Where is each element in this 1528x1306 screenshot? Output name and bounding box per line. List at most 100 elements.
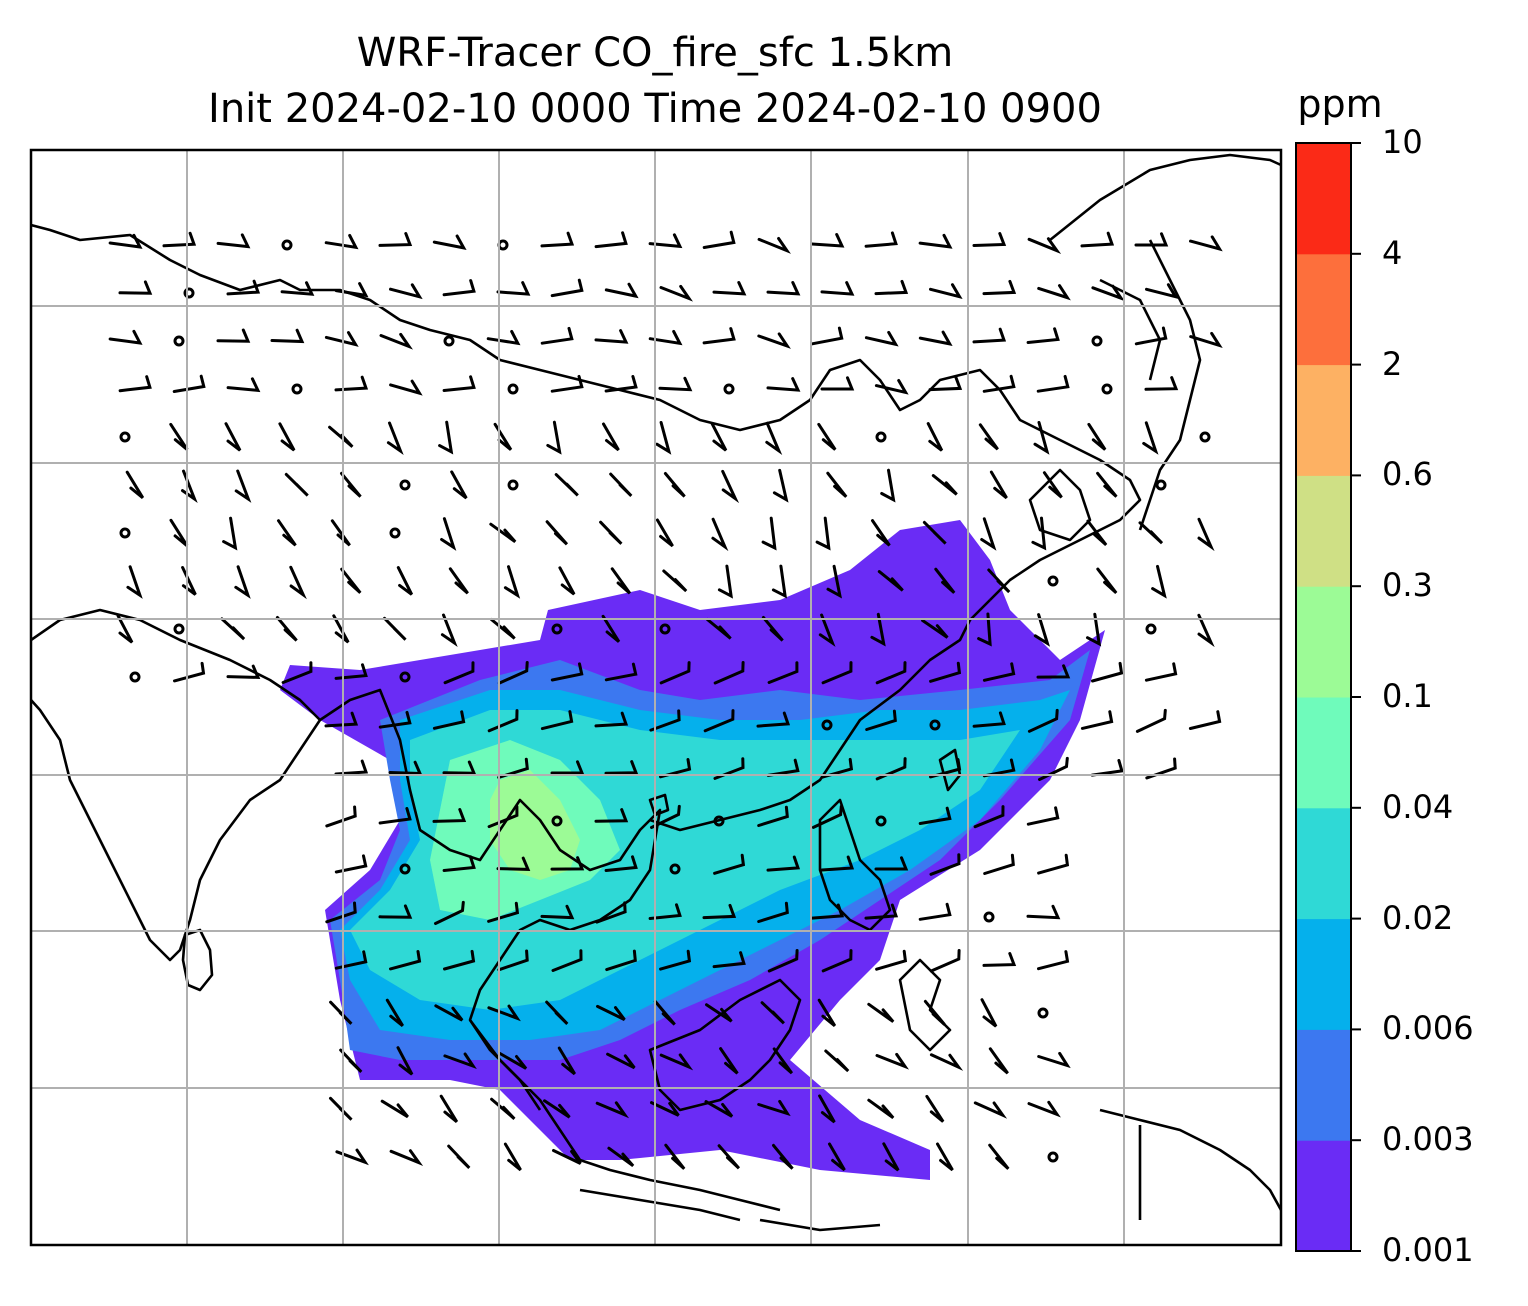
wind-barb — [226, 664, 261, 679]
colorbar-tick-label: 10 — [1382, 123, 1423, 161]
coastline-india — [31, 608, 322, 962]
colorbar-tick-label: 0.006 — [1382, 1009, 1474, 1048]
wind-barb — [607, 1146, 635, 1168]
wind-barb — [234, 469, 252, 503]
coastline-korea — [1028, 468, 1092, 542]
calm-wind-marker — [713, 815, 725, 827]
wind-barb — [595, 901, 627, 924]
wind-barb — [1042, 471, 1063, 499]
wind-barb — [378, 232, 413, 247]
wind-barb — [1091, 284, 1125, 302]
wind-barb — [594, 711, 629, 728]
colorbar-tick-label: 2 — [1382, 344, 1403, 383]
colorbar-frame — [1295, 142, 1352, 1252]
wind-barb — [870, 612, 886, 647]
wind-barb — [929, 949, 961, 973]
wind-barb — [702, 903, 737, 920]
wind-barb — [772, 1047, 794, 1075]
wind-barb — [334, 375, 369, 392]
wind-barb — [558, 566, 576, 596]
wind-barb — [1027, 1100, 1061, 1118]
wind-barb — [324, 331, 359, 347]
wind-barb — [545, 1000, 569, 1025]
wind-barb — [772, 468, 789, 503]
wind-barb — [867, 1098, 895, 1120]
wind-barb — [278, 422, 296, 452]
wind-barb — [757, 901, 789, 923]
calm-wind-marker — [443, 335, 455, 347]
field-level-0.1 — [490, 770, 580, 880]
wind-barb — [1027, 237, 1062, 255]
wind-barb — [817, 422, 837, 451]
wind-barb — [977, 612, 992, 647]
colorbar — [1296, 142, 1361, 1252]
wind-barb — [717, 564, 733, 599]
wind-barb — [126, 565, 143, 599]
calm-wind-marker — [173, 335, 185, 347]
wind-barb — [982, 952, 1017, 967]
wind-barb — [442, 855, 476, 872]
wind-barb — [711, 517, 729, 552]
wind-barb — [820, 376, 855, 391]
wind-barb — [766, 855, 801, 872]
wind-barb — [972, 711, 1006, 728]
wind-barb — [490, 1097, 516, 1120]
wind-barb — [821, 661, 853, 685]
calm-wind-marker — [399, 863, 411, 875]
wind-barb — [389, 379, 423, 396]
wind-barb — [552, 1149, 582, 1165]
wind-barb — [719, 1047, 739, 1075]
wind-barb — [810, 233, 845, 248]
wind-barb — [1026, 806, 1060, 826]
wind-barb — [874, 856, 909, 871]
calm-wind-marker — [659, 623, 671, 635]
wind-barb — [1135, 708, 1167, 733]
wind-barb — [601, 614, 621, 643]
wind-barb — [659, 661, 691, 685]
coastline-new-guinea — [1099, 1108, 1281, 1220]
wind-barb — [713, 661, 745, 685]
wind-barb — [389, 283, 423, 300]
wind-barb — [1033, 613, 1051, 647]
wind-barb — [440, 613, 458, 648]
wind-barb — [1080, 710, 1114, 730]
wind-barb — [772, 1143, 794, 1170]
calm-wind-marker — [119, 431, 131, 443]
wind-barb — [659, 1053, 694, 1071]
wind-barb — [486, 330, 521, 346]
wind-barb — [864, 903, 899, 920]
wind-barb — [594, 808, 629, 823]
wind-barb — [340, 567, 362, 594]
calm-wind-marker — [875, 815, 887, 827]
wind-barb — [771, 564, 787, 599]
wind-barb — [339, 1048, 363, 1073]
wind-barb — [1145, 283, 1179, 300]
calm-wind-marker — [389, 527, 401, 539]
coastline-china-east — [649, 599, 991, 832]
wind-barb — [606, 1052, 636, 1070]
wind-barb — [650, 804, 681, 829]
wind-barb — [811, 804, 843, 829]
wind-barb — [550, 662, 584, 682]
wind-barb — [648, 233, 683, 249]
wind-barb — [389, 1149, 424, 1167]
wind-barb — [1026, 327, 1060, 344]
wind-barb — [721, 469, 740, 504]
calm-wind-marker — [1145, 623, 1157, 635]
wind-barb — [595, 1101, 630, 1119]
wind-barb — [169, 422, 189, 451]
wind-barb — [757, 805, 789, 827]
wind-barb — [710, 422, 728, 452]
wind-barb — [648, 330, 683, 346]
wind-barb — [1151, 564, 1167, 599]
wind-barb — [703, 709, 735, 733]
wind-barb — [1080, 231, 1115, 248]
wind-barb — [702, 230, 736, 249]
wind-barb — [503, 1142, 522, 1172]
wind-barb — [448, 567, 469, 595]
wind-barb — [389, 950, 422, 971]
wind-barb — [1033, 421, 1050, 455]
wind-barb — [440, 517, 457, 551]
wind-barb — [340, 471, 362, 498]
